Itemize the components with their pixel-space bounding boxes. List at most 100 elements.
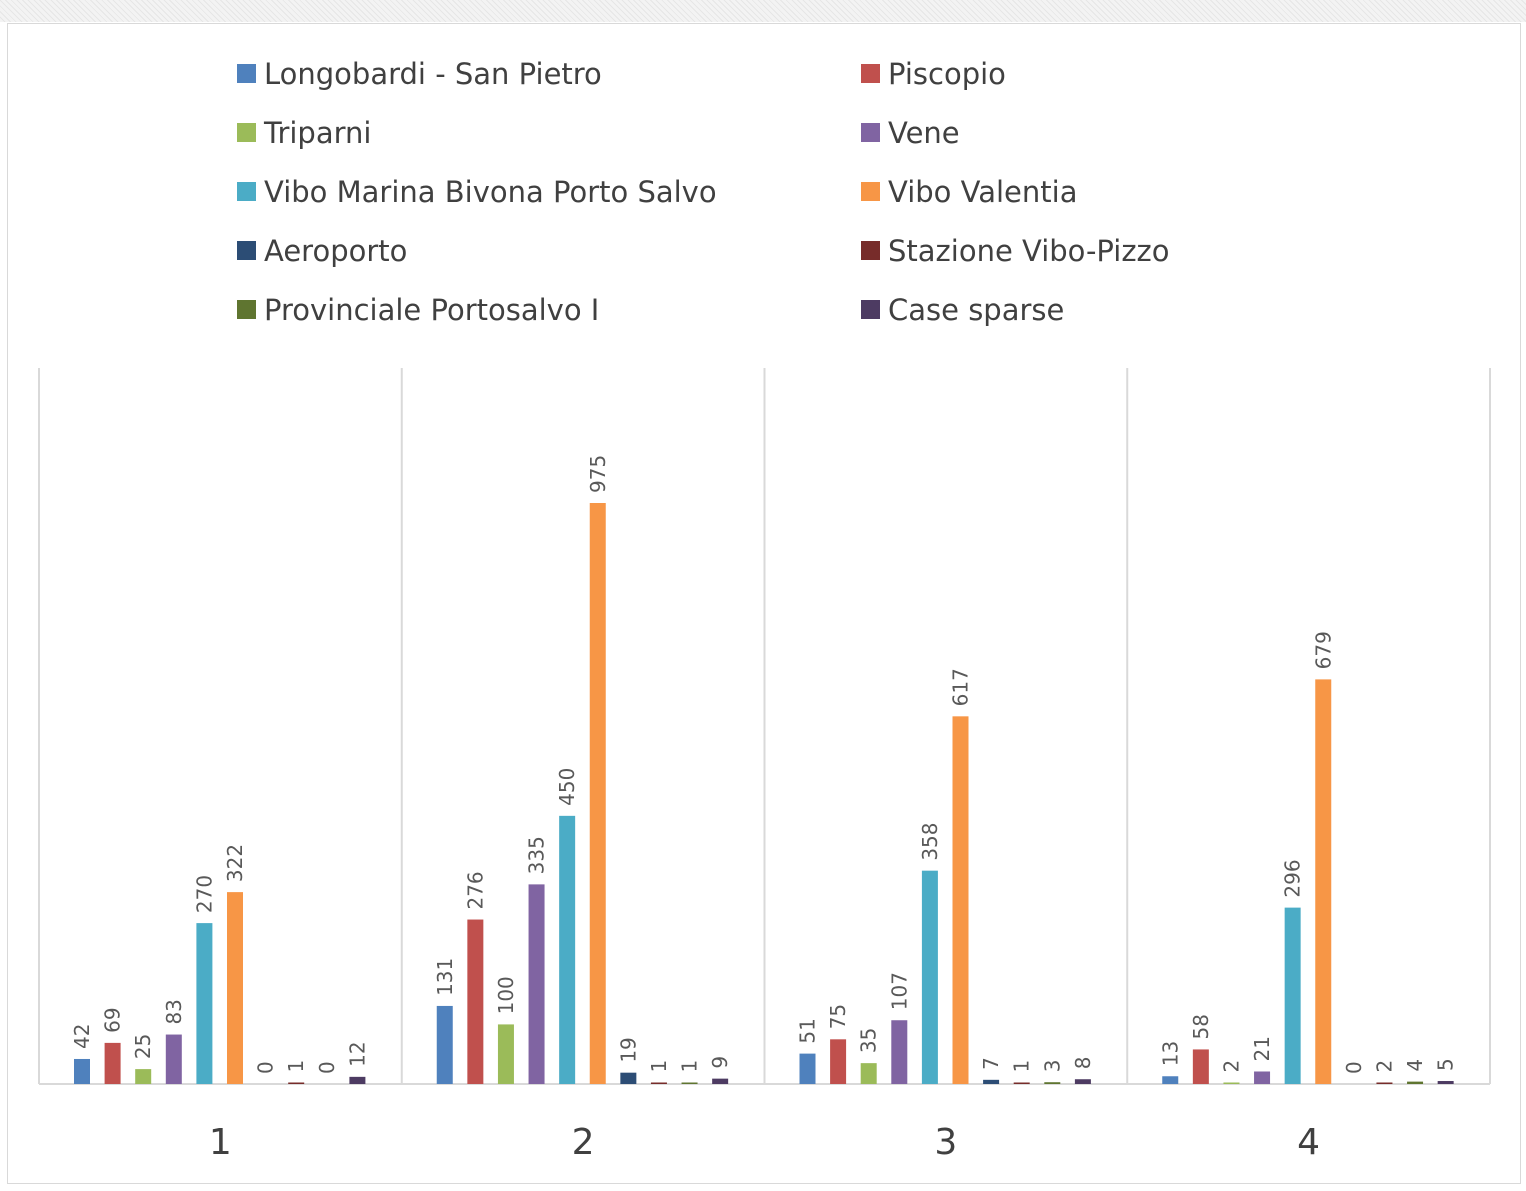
bar (891, 1020, 908, 1084)
legend-item: Piscopio (861, 57, 1006, 91)
data-label: 2 (1372, 1060, 1396, 1073)
bar (1162, 1076, 1179, 1084)
data-label: 0 (315, 1061, 339, 1074)
bar (165, 1034, 182, 1084)
legend-item: Case sparse (861, 293, 1064, 327)
data-label: 107 (887, 972, 911, 1010)
legend-item: Vene (861, 116, 960, 150)
bar (528, 884, 545, 1084)
bar (1284, 907, 1301, 1084)
data-label: 3 (1040, 1059, 1064, 1072)
axes (38, 368, 1491, 1085)
legend-swatch (861, 300, 880, 319)
data-label: 679 (1311, 631, 1335, 669)
data-label: 21 (1250, 1036, 1274, 1061)
top-hatch-border (0, 0, 1526, 22)
data-label: 75 (826, 1004, 850, 1029)
bar (1192, 1049, 1209, 1084)
bar (712, 1078, 729, 1084)
data-label: 0 (254, 1061, 278, 1074)
legend-label: Vene (888, 116, 960, 150)
data-label: 9 (708, 1056, 732, 1069)
bar (104, 1042, 121, 1084)
data-label: 19 (616, 1037, 640, 1062)
bar (860, 1063, 877, 1084)
legend-item: Vibo Valentia (861, 175, 1077, 209)
legend-item: Triparni (237, 116, 371, 150)
data-label: 13 (1158, 1041, 1182, 1066)
bar (1013, 1082, 1030, 1084)
bar (74, 1058, 90, 1084)
bar (921, 870, 938, 1084)
bar (799, 1053, 816, 1084)
legend-item: Aeroporto (237, 234, 407, 268)
data-label: 450 (555, 768, 579, 806)
bar (196, 923, 213, 1084)
legend-swatch (861, 64, 880, 83)
bar (497, 1024, 514, 1084)
data-label: 1 (1010, 1060, 1034, 1073)
bar (467, 919, 484, 1084)
data-label: 322 (223, 844, 247, 882)
data-label: 617 (949, 668, 973, 706)
legend-swatch (861, 241, 880, 260)
legend-label: Triparni (263, 116, 371, 150)
data-label: 35 (857, 1028, 881, 1053)
bar (1407, 1081, 1424, 1084)
data-label: 8 (1071, 1056, 1095, 1069)
data-label: 1 (284, 1060, 308, 1073)
data-label: 100 (494, 976, 518, 1014)
data-label: 4 (1403, 1059, 1427, 1072)
legend-swatch (861, 182, 880, 201)
legend-item: Longobardi - San Pietro (237, 57, 602, 91)
legend-label: Stazione Vibo-Pizzo (888, 234, 1170, 268)
bar (1223, 1082, 1240, 1084)
x-tick-label: 1 (209, 1122, 232, 1163)
bar (1376, 1082, 1393, 1084)
bar (620, 1072, 637, 1084)
legend-label: Aeroporto (264, 234, 407, 268)
bar (1254, 1071, 1271, 1084)
bar (135, 1069, 152, 1084)
data-label: 7 (979, 1057, 1003, 1070)
legend-item: Provinciale Portosalvo I (237, 293, 599, 327)
legend-item: Stazione Vibo-Pizzo (861, 234, 1170, 268)
data-label: 270 (192, 875, 216, 913)
data-label: 42 (70, 1024, 94, 1049)
bar (1044, 1082, 1061, 1084)
bar (983, 1079, 1000, 1084)
data-label: 51 (796, 1018, 820, 1043)
data-label: 2 (1219, 1060, 1243, 1073)
bar (559, 815, 576, 1084)
bars (74, 503, 1454, 1084)
data-label: 1 (678, 1060, 702, 1073)
legend-label: Piscopio (888, 57, 1006, 91)
legend-label: Vibo Valentia (888, 175, 1077, 209)
legend-swatch (861, 123, 880, 142)
data-label: 358 (918, 822, 942, 860)
data-label: 12 (345, 1041, 369, 1066)
bar (1315, 679, 1332, 1084)
data-label: 58 (1189, 1014, 1213, 1039)
data-label: 5 (1434, 1058, 1458, 1071)
legend-swatch (237, 300, 256, 319)
bar (1074, 1079, 1091, 1084)
data-label: 69 (101, 1007, 125, 1032)
data-label: 1 (647, 1060, 671, 1073)
bar (436, 1005, 453, 1084)
bar (288, 1082, 305, 1084)
data-label: 276 (463, 871, 487, 909)
data-label: 0 (1342, 1061, 1366, 1074)
legend-label: Provinciale Portosalvo I (264, 293, 599, 327)
data-label: 25 (131, 1034, 155, 1059)
bar (830, 1039, 847, 1084)
bar (650, 1082, 667, 1084)
legend-label: Vibo Marina Bivona Porto Salvo (264, 175, 717, 209)
bar (227, 892, 243, 1084)
bar (952, 716, 969, 1084)
data-label: 83 (162, 999, 186, 1024)
legend-swatch (237, 64, 256, 83)
data-label: 131 (433, 958, 457, 996)
bar (349, 1076, 366, 1084)
legend-swatch (237, 123, 256, 142)
